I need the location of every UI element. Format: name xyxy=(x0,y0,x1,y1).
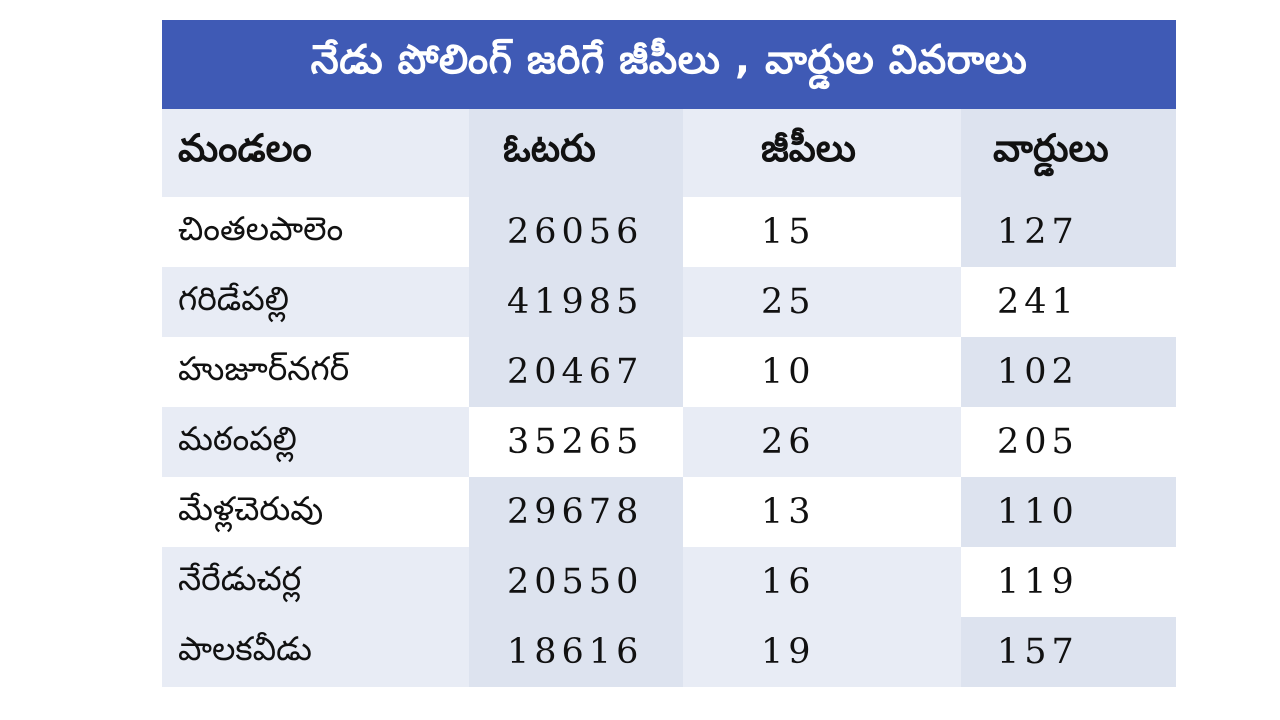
cell-voters: 20467 xyxy=(469,337,683,407)
cell-wards: 157 xyxy=(961,617,1176,687)
cell-wards: 110 xyxy=(961,477,1176,547)
polling-details-table-card: నేడు పోలింగ్ జరిగే జీపీలు , వార్డుల వివర… xyxy=(162,20,1176,687)
cell-mandal: మఠంపల్లి xyxy=(162,407,469,477)
cell-voters: 18616 xyxy=(469,617,683,687)
table-row: పాలకవీడు 18616 19 157 xyxy=(162,617,1176,687)
table-row: హుజూర్‌నగర్ 20467 10 102 xyxy=(162,337,1176,407)
cell-gps: 25 xyxy=(683,267,961,337)
cell-wards: 127 xyxy=(961,197,1176,267)
header-gps: జీపీలు xyxy=(683,109,961,197)
cell-mandal: హుజూర్‌నగర్ xyxy=(162,337,469,407)
table-row: గరిడేపల్లి 41985 25 241 xyxy=(162,267,1176,337)
header-mandal: మండలం xyxy=(162,109,469,197)
polling-data-table: మండలం ఓటరు జీపీలు వార్డులు చింతలపాలెం 26… xyxy=(162,109,1176,687)
cell-wards: 119 xyxy=(961,547,1176,617)
table-title: నేడు పోలింగ్ జరిగే జీపీలు , వార్డుల వివర… xyxy=(310,36,1028,83)
table-title-bar: నేడు పోలింగ్ జరిగే జీపీలు , వార్డుల వివర… xyxy=(162,20,1176,109)
header-voters: ఓటరు xyxy=(469,109,683,197)
cell-wards: 241 xyxy=(961,267,1176,337)
cell-gps: 16 xyxy=(683,547,961,617)
cell-gps: 15 xyxy=(683,197,961,267)
cell-voters: 26056 xyxy=(469,197,683,267)
cell-wards: 205 xyxy=(961,407,1176,477)
cell-voters: 35265 xyxy=(469,407,683,477)
cell-gps: 19 xyxy=(683,617,961,687)
table-row: మఠంపల్లి 35265 26 205 xyxy=(162,407,1176,477)
cell-voters: 41985 xyxy=(469,267,683,337)
cell-mandal: గరిడేపల్లి xyxy=(162,267,469,337)
cell-mandal: పాలకవీడు xyxy=(162,617,469,687)
cell-gps: 13 xyxy=(683,477,961,547)
cell-gps: 26 xyxy=(683,407,961,477)
cell-mandal: మేళ్లచెరువు xyxy=(162,477,469,547)
cell-voters: 29678 xyxy=(469,477,683,547)
cell-mandal: చింతలపాలెం xyxy=(162,197,469,267)
table-row: మేళ్లచెరువు 29678 13 110 xyxy=(162,477,1176,547)
table-row: నేరేడుచర్ల 20550 16 119 xyxy=(162,547,1176,617)
cell-voters: 20550 xyxy=(469,547,683,617)
cell-gps: 10 xyxy=(683,337,961,407)
table-header-row: మండలం ఓటరు జీపీలు వార్డులు xyxy=(162,109,1176,197)
cell-mandal: నేరేడుచర్ల xyxy=(162,547,469,617)
header-wards: వార్డులు xyxy=(961,109,1176,197)
cell-wards: 102 xyxy=(961,337,1176,407)
table-row: చింతలపాలెం 26056 15 127 xyxy=(162,197,1176,267)
